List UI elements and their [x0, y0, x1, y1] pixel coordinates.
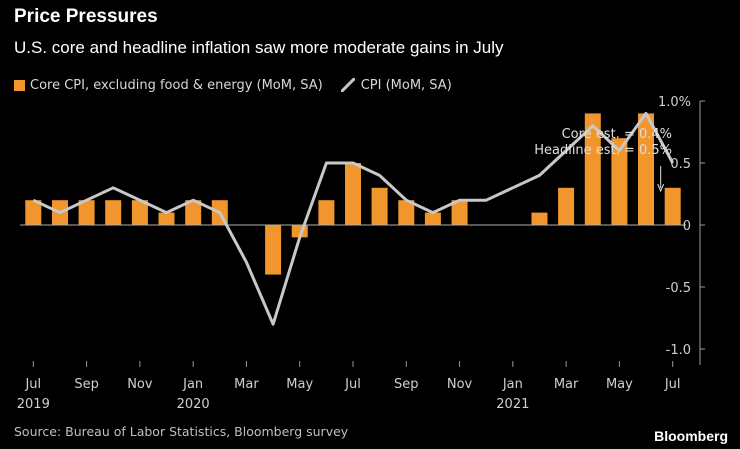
x-tick-label: Jan	[502, 377, 523, 392]
core-cpi-bar	[398, 200, 415, 225]
core-cpi-bar	[318, 200, 335, 225]
core-cpi-bar	[185, 200, 202, 225]
bloomberg-logo: Bloomberg	[654, 428, 728, 444]
core-cpi-bar	[131, 200, 148, 225]
y-tick-label: 1.0%	[658, 95, 691, 110]
x-year-label: 2021	[496, 397, 529, 412]
cpi-series-line	[32, 111, 675, 326]
x-tick-label: Sep	[74, 377, 99, 392]
chart-title: Price Pressures	[14, 6, 158, 27]
cpi-legend-label: CPI (MoM, SA)	[360, 77, 452, 93]
x-tick-label: Mar	[554, 377, 579, 392]
annotations: Core est. = 0.4%Headline est. = 0.5%	[534, 127, 672, 193]
x-tick-label: Jul	[24, 377, 41, 392]
source-note: Source: Bureau of Labor Statistics, Bloo…	[14, 424, 349, 439]
x-tick-label: Nov	[447, 377, 473, 392]
core-cpi-bar	[531, 212, 548, 225]
x-year-label: 2019	[17, 397, 50, 412]
core-estimate-annotation: Core est. = 0.4%	[562, 127, 672, 142]
x-tick-label: May	[286, 377, 313, 392]
core-cpi-legend-label: Core CPI, excluding food & energy (MoM, …	[30, 77, 323, 93]
core-cpi-bar	[558, 187, 575, 225]
core-cpi-bar	[105, 200, 122, 225]
core-cpi-bar	[451, 200, 468, 225]
core-cpi-bar	[345, 163, 361, 225]
headline-estimate-annotation: Headline est. = 0.5%	[534, 143, 672, 158]
estimate-arrow-head-icon	[657, 183, 665, 193]
chart-legend: Core CPI, excluding food & energy (MoM, …	[14, 76, 452, 94]
core-cpi-legend-swatch	[14, 79, 25, 91]
x-tick-label: Jan	[182, 377, 203, 392]
x-tick-label: Nov	[127, 377, 153, 392]
x-tick-label: Jul	[664, 377, 681, 392]
x-tick-label: Sep	[394, 377, 419, 392]
bars-layer	[25, 113, 681, 275]
x-tick-label: Jul	[344, 377, 361, 392]
chart-subtitle: U.S. core and headline inflation saw mor…	[14, 38, 504, 57]
y-tick-label: -0.5	[666, 281, 691, 296]
y-tick-label: 0	[683, 219, 691, 234]
y-axis: 1.0% 0.5 0 -0.5 -1.0	[658, 95, 705, 365]
core-cpi-bar	[25, 200, 42, 225]
core-cpi-bar	[158, 212, 175, 225]
y-tick-label: -1.0	[666, 343, 691, 358]
x-axis: Jul 2019 Sep Nov Jan 2020 Mar May Jul Sep Nov Jan 20…	[17, 361, 681, 412]
core-cpi-bar	[584, 113, 601, 225]
x-tick-label: May	[606, 377, 633, 392]
core-cpi-bar	[371, 187, 388, 225]
core-cpi-bar	[78, 200, 95, 225]
x-year-label: 2020	[177, 397, 210, 412]
x-tick-label: Mar	[234, 377, 259, 392]
cpi-legend-line-icon	[340, 78, 355, 92]
core-cpi-bar	[424, 212, 441, 225]
core-cpi-bar	[611, 138, 628, 225]
y-tick-label: 0.5	[670, 157, 691, 172]
core-cpi-bar	[265, 225, 282, 275]
core-cpi-bar	[664, 187, 681, 225]
core-cpi-bar	[638, 113, 654, 225]
